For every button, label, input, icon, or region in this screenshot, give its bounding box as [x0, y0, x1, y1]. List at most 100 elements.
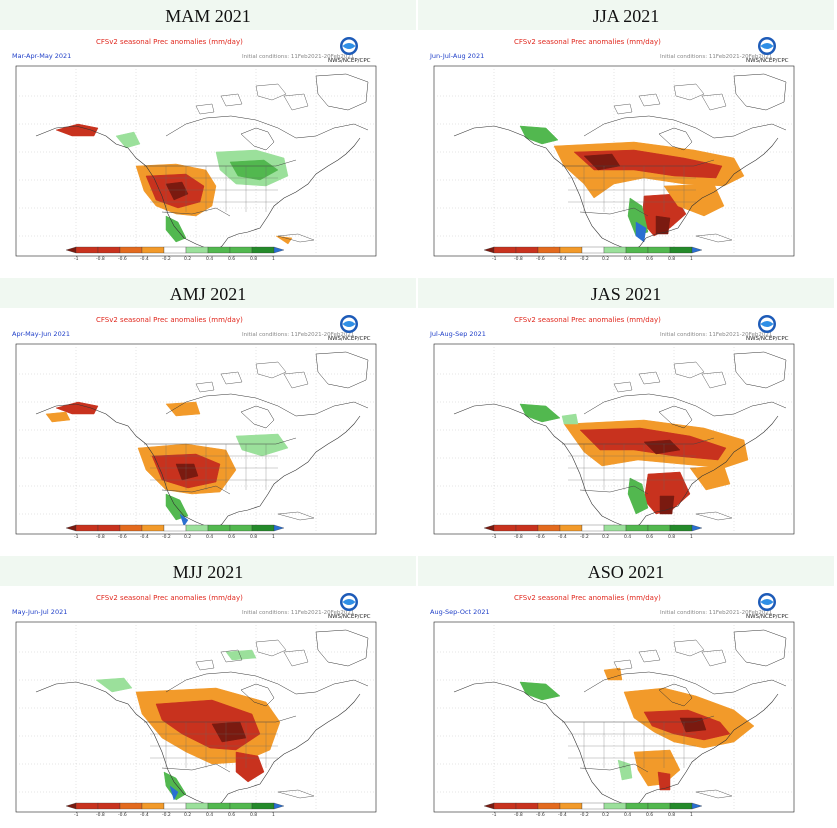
- greenland: [315, 73, 369, 111]
- anomaly-region: [163, 771, 187, 801]
- colorbar-tick: -1: [492, 534, 497, 540]
- anomaly-region: [165, 401, 201, 417]
- arctic-island: [673, 361, 705, 379]
- us-mexico-border: [579, 763, 649, 773]
- anomaly-region: [45, 411, 71, 423]
- us-mexico-border: [579, 485, 649, 495]
- map-plot: [433, 621, 795, 813]
- map-period: May-Jun-Jul 2021: [12, 608, 67, 616]
- colorbar-tick: 1: [690, 256, 693, 262]
- anomaly-region: [179, 513, 189, 527]
- colorbar-tick: -0.6: [118, 534, 127, 540]
- panel-title: MAM 2021: [0, 0, 416, 30]
- greenland: [733, 351, 787, 389]
- arctic-coastline: [165, 115, 369, 139]
- arctic-island: [638, 93, 661, 107]
- colorbar-tick: 1: [272, 812, 275, 818]
- us-canada-border: [144, 437, 297, 445]
- colorbar-tick: -0.4: [140, 256, 149, 262]
- precip-anomaly-map: CFSv2 seasonal Prec anomalies (mm/day) Ma…: [10, 590, 408, 826]
- colorbar-tick: -0.8: [96, 534, 105, 540]
- colorbar-tick: 0.6: [228, 534, 235, 540]
- hudson-bay: [658, 405, 693, 429]
- map-period: Jun-Jul-Aug 2021: [429, 52, 484, 60]
- us-canada-border: [562, 715, 715, 723]
- anomaly-region: [519, 125, 559, 145]
- colorbar-tick: -1: [492, 812, 497, 818]
- arctic-island: [613, 381, 633, 393]
- greenland: [315, 629, 369, 667]
- colorbar: -1 -0.8 -0.6 -0.4 -0.2 0.2 0.4 0.6 0.8 1: [65, 246, 285, 262]
- initial-conditions: Initial conditions: 11Feb2021-20Feb2021: [242, 610, 354, 616]
- colorbar-tick: 0.6: [646, 256, 653, 262]
- noaa-logo-icon: [758, 315, 776, 333]
- colorbar-tick: -0.8: [514, 534, 523, 540]
- arctic-island: [613, 103, 633, 115]
- colorbar-tick: 1: [272, 534, 275, 540]
- map-header: CFSv2 seasonal Prec anomalies (mm/day): [514, 316, 661, 324]
- arctic-coastline: [583, 671, 787, 695]
- hudson-bay: [240, 683, 275, 707]
- map-svg: CFSv2 seasonal Prec anomalies (mm/day) Ma…: [12, 37, 377, 262]
- colorbar-tick: 0.2: [184, 256, 191, 262]
- colorbar-tick: -0.2: [162, 534, 171, 540]
- colorbar-tick: 0.6: [646, 534, 653, 540]
- anomaly-region: [603, 667, 623, 681]
- panel-title: AMJ 2021: [0, 278, 416, 308]
- colorbar-tick: 0.8: [668, 812, 675, 818]
- agency-label: NWS/NCEP/CPC: [328, 336, 371, 342]
- noaa-logo-icon: [758, 593, 776, 611]
- colorbar-tick: -0.6: [118, 812, 127, 818]
- colorbar-tick: -0.2: [580, 256, 589, 262]
- arctic-island: [701, 649, 727, 667]
- precip-anomaly-map: CFSv2 seasonal Prec anomalies (mm/day) Au…: [428, 590, 826, 826]
- arctic-island: [195, 103, 215, 115]
- colorbar-tick: 0.8: [250, 812, 257, 818]
- cuba: [695, 511, 733, 521]
- arctic-coastline: [583, 115, 787, 139]
- anomaly-region: [627, 477, 649, 515]
- map-svg: CFSv2 seasonal Prec anomalies (mm/day) Ju…: [429, 315, 795, 540]
- arctic-island: [195, 381, 215, 393]
- arctic-island: [255, 639, 287, 657]
- map-plot: [433, 65, 795, 257]
- colorbar-tick: 0.2: [184, 812, 191, 818]
- anomaly-region: [561, 413, 579, 425]
- anomaly-region: [519, 403, 561, 423]
- cuba: [695, 789, 733, 799]
- us-canada-border: [144, 159, 297, 167]
- colorbar-tick: -1: [492, 256, 497, 262]
- us-mexico-border: [161, 485, 231, 495]
- hudson-bay: [658, 683, 693, 707]
- precip-anomaly-map: CFSv2 seasonal Prec anomalies (mm/day) Ju…: [428, 312, 826, 548]
- arctic-island: [283, 93, 309, 111]
- anomaly-region: [165, 215, 187, 243]
- panel-title: MJJ 2021: [0, 556, 416, 586]
- cuba: [695, 233, 733, 243]
- colorbar-tick: 1: [272, 256, 275, 262]
- colorbar-tick: 0.2: [602, 256, 609, 262]
- colorbar-tick: 0.8: [668, 534, 675, 540]
- forecast-panel-mjj: MJJ 2021 CFSv2 seasonal Prec anomalies (m…: [0, 556, 416, 828]
- map-header: CFSv2 seasonal Prec anomalies (mm/day): [514, 594, 661, 602]
- map-period: Apr-May-Jun 2021: [12, 330, 70, 338]
- anomaly-region: [275, 235, 293, 245]
- map-period: Jul-Aug-Sep 2021: [429, 330, 486, 338]
- map-svg: CFSv2 seasonal Prec anomalies (mm/day) Ju…: [429, 37, 795, 262]
- anomaly-region: [95, 677, 133, 693]
- agency-label: NWS/NCEP/CPC: [746, 336, 789, 342]
- us-canada-border: [144, 715, 297, 723]
- hudson-bay: [240, 405, 275, 429]
- greenland: [315, 351, 369, 389]
- colorbar-tick: 0.8: [668, 256, 675, 262]
- colorbar-tick: -0.6: [118, 256, 127, 262]
- colorbar-tick: 0.2: [602, 534, 609, 540]
- panel-title: JAS 2021: [418, 278, 834, 308]
- agency-label: NWS/NCEP/CPC: [746, 614, 789, 620]
- forecast-panel-amj: AMJ 2021 CFSv2 seasonal Prec anomalies (m…: [0, 278, 416, 550]
- agency-label: NWS/NCEP/CPC: [328, 614, 371, 620]
- arctic-island: [701, 93, 727, 111]
- colorbar-tick: 0.6: [646, 812, 653, 818]
- us-mexico-border: [579, 207, 649, 217]
- cuba: [277, 511, 315, 521]
